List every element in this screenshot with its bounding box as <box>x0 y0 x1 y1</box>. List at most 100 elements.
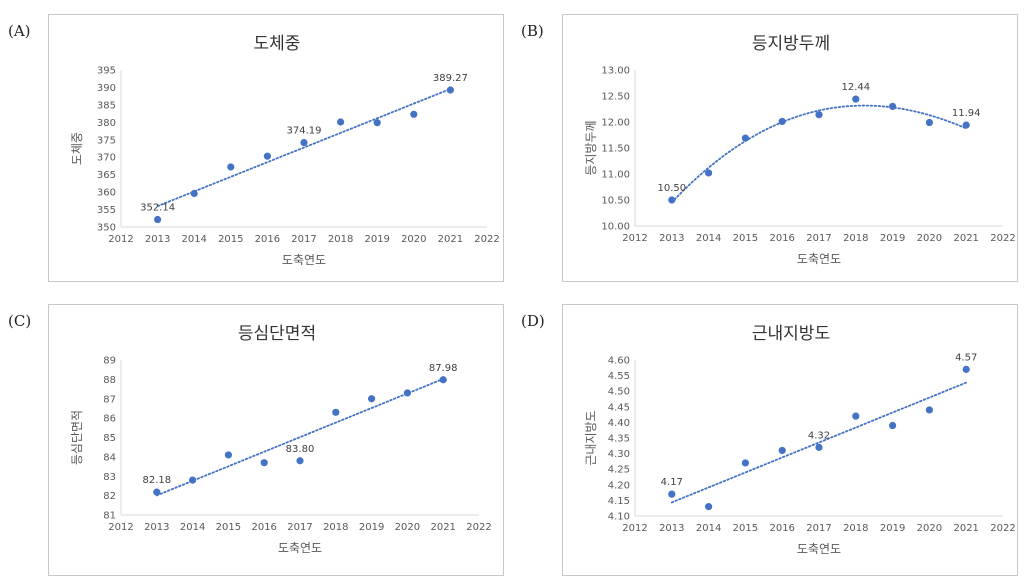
data-point <box>778 446 786 455</box>
chart-backfat-thickness: 등지방두께 10.00 10.50 11.00 11.50 12.00 12.50 13.00… <box>584 34 1016 266</box>
y-tick-label: 360 <box>97 188 116 199</box>
x-tick-label: 2013 <box>145 234 170 245</box>
data-point <box>705 503 713 511</box>
x-tick-label: 2017 <box>291 234 316 245</box>
data-point <box>741 459 749 467</box>
chart-title: 등심단면적 <box>238 324 316 344</box>
trend-line <box>156 88 452 207</box>
x-tick-label: 2016 <box>769 233 794 244</box>
x-axis-label: 도축연도 <box>797 542 841 556</box>
data-point <box>227 163 235 171</box>
x-tick-label: 2022 <box>466 522 491 533</box>
y-tick-label: 87 <box>103 394 116 405</box>
x-tick-label: 2012 <box>108 234 133 245</box>
x-axis-label: 도축연도 <box>278 541 322 555</box>
y-tick-label: 395 <box>97 66 116 77</box>
y-axis-label: 등심단면적 <box>70 410 84 465</box>
y-tick-label: 4.55 <box>608 371 630 382</box>
y-tick-label: 81 <box>103 511 116 522</box>
x-tick-label: 2019 <box>364 234 389 245</box>
data-label: 352.14 <box>140 203 175 214</box>
y-tick-label: 12.00 <box>601 118 630 129</box>
x-tick-label: 2020 <box>395 522 420 533</box>
data-point <box>300 139 308 147</box>
data-point <box>224 451 232 459</box>
y-tick-label: 88 <box>103 375 116 386</box>
x-tick-label: 2013 <box>144 522 169 533</box>
x-tick-label: 2017 <box>806 523 831 534</box>
x-tick-label: 2022 <box>990 233 1015 244</box>
y-tick-label: 11.50 <box>601 144 630 155</box>
chart-title: 등지방두께 <box>752 34 830 54</box>
x-tick-label: 2015 <box>216 522 241 533</box>
x-tick-label: 2016 <box>251 522 276 533</box>
x-tick-label: 2020 <box>401 234 426 245</box>
y-axis-label: 등지방두께 <box>584 120 598 175</box>
data-point <box>190 189 198 198</box>
panel-label-a: (A) <box>8 22 31 40</box>
x-tick-label: 2020 <box>917 233 942 244</box>
x-tick-label: 2015 <box>733 233 758 244</box>
x-tick-label: 2015 <box>218 234 243 245</box>
y-tick-label: 83 <box>103 472 116 483</box>
data-point <box>815 443 823 451</box>
data-point <box>153 488 161 496</box>
x-tick-label: 2022 <box>990 523 1015 534</box>
data-point <box>925 406 933 414</box>
y-tick-label: 10.00 <box>601 222 630 233</box>
panel-label-d: (D) <box>521 312 545 330</box>
y-axis-label: 근내지방도 <box>584 410 598 465</box>
y-tick-label: 365 <box>97 170 116 181</box>
x-tick-label: 2012 <box>108 522 133 533</box>
y-tick-label: 4.10 <box>608 512 630 523</box>
panel-label-b: (B) <box>521 22 544 40</box>
y-tick-label: 85 <box>103 433 116 444</box>
x-tick-label: 2019 <box>880 523 905 534</box>
y-tick-label: 4.45 <box>608 402 630 413</box>
data-point <box>741 134 749 142</box>
chart-panel-backfat-thickness: 등지방두께 10.00 10.50 11.00 11.50 12.00 12.50 13.00… <box>562 14 1018 282</box>
x-tick-label: 2016 <box>769 523 794 534</box>
data-label: 374.19 <box>287 126 322 137</box>
data-label: 4.57 <box>955 352 977 363</box>
data-point <box>962 121 970 129</box>
y-tick-label: 4.25 <box>608 465 630 476</box>
y-tick-label: 84 <box>103 452 116 463</box>
data-point <box>962 365 970 373</box>
data-label: 83.80 <box>286 444 315 455</box>
x-tick-label: 2018 <box>843 233 868 244</box>
x-tick-label: 2014 <box>696 233 721 244</box>
data-label: 12.44 <box>841 82 870 93</box>
x-tick-label: 2019 <box>880 233 905 244</box>
x-tick-label: 2013 <box>659 233 684 244</box>
chart-panel-marbling-score: 근내지방도 4.10 4.15 4.20 4.25 4.30 4.35 4.40 4.45 4.5… <box>562 304 1018 576</box>
data-point <box>889 421 897 430</box>
data-point <box>705 169 713 177</box>
x-tick-label: 2012 <box>622 233 647 244</box>
x-tick-label: 2020 <box>917 523 942 534</box>
chart-marbling-score: 근내지방도 4.10 4.15 4.20 4.25 4.30 4.35 4.40 4.45 4.5… <box>584 324 1016 556</box>
x-tick-label: 2018 <box>843 523 868 534</box>
y-tick-label: 82 <box>103 491 116 502</box>
x-tick-label: 2021 <box>438 234 463 245</box>
panel-label-c: (C) <box>8 312 32 330</box>
y-tick-label: 4.20 <box>608 480 630 491</box>
x-tick-label: 2018 <box>323 522 348 533</box>
x-tick-label: 2012 <box>622 523 647 534</box>
y-tick-label: 4.40 <box>608 418 630 429</box>
chart-carcass-weight: 도체중 350 355 360 365 370 375 380 385 390 395 2012 201… <box>70 34 500 267</box>
data-point <box>889 102 897 110</box>
data-point <box>446 86 454 94</box>
trend-line <box>670 381 968 504</box>
y-tick-label: 350 <box>97 223 116 234</box>
data-point <box>154 215 162 224</box>
data-point <box>778 117 786 126</box>
data-label: 10.50 <box>657 183 686 194</box>
y-axis-label: 도체중 <box>70 132 84 165</box>
chart-ribeye-area: 등심단면적 81 82 83 84 85 86 87 88 89 2012 2013 2014 2015 2… <box>70 324 492 555</box>
data-point <box>439 376 447 384</box>
data-label: 87.98 <box>429 363 458 374</box>
data-point <box>337 118 345 126</box>
trend-line <box>670 104 968 204</box>
x-tick-label: 2017 <box>806 233 831 244</box>
